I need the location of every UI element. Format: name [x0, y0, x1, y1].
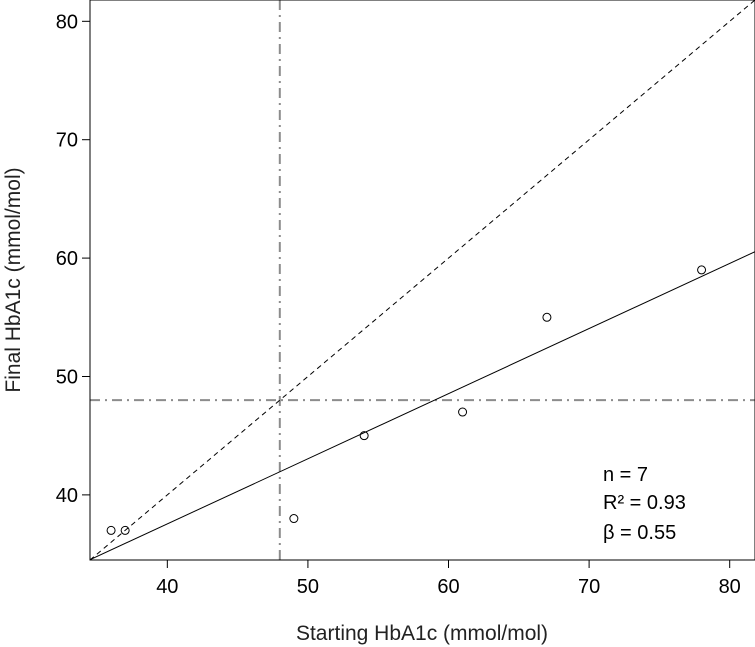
x-tick-label: 40 [156, 576, 178, 598]
x-tick-label: 80 [719, 576, 741, 598]
x-axis-title: Starting HbA1c (mmol/mol) [296, 622, 548, 645]
y-tick-label: 70 [56, 130, 78, 152]
y-tick-label: 60 [56, 248, 78, 270]
plot-frame [89, 0, 755, 561]
y-axis: 40 50 60 70 80 [56, 11, 90, 507]
data-point-5 [458, 407, 468, 417]
x-axis: 40 50 60 70 80 [156, 560, 741, 598]
x-tick-label: 60 [437, 576, 459, 598]
annotation-n: n = 7 [603, 464, 648, 486]
plot-area [90, 0, 755, 560]
data-point-4 [359, 431, 369, 441]
regression-line [90, 251, 755, 560]
annotation-beta: β = 0.55 [603, 522, 676, 544]
y-tick-label: 40 [56, 485, 78, 507]
data-point-1 [106, 525, 116, 535]
y-tick-label: 80 [56, 11, 78, 33]
data-point-2 [120, 525, 130, 535]
stats-annotation: n = 7 R² = 0.93 β = 0.55 [603, 464, 686, 544]
y-axis-title: Final HbA1c (mmol/mol) [2, 167, 25, 392]
data-point-3 [289, 514, 299, 524]
x-tick-label: 70 [578, 576, 600, 598]
data-point-7 [697, 265, 707, 275]
x-tick-label: 50 [297, 576, 319, 598]
y-tick-label: 50 [56, 366, 78, 388]
data-point-6 [542, 312, 552, 322]
annotation-r-squared: R² = 0.93 [603, 492, 686, 514]
identity-line [90, 0, 755, 560]
data-points [106, 265, 707, 535]
